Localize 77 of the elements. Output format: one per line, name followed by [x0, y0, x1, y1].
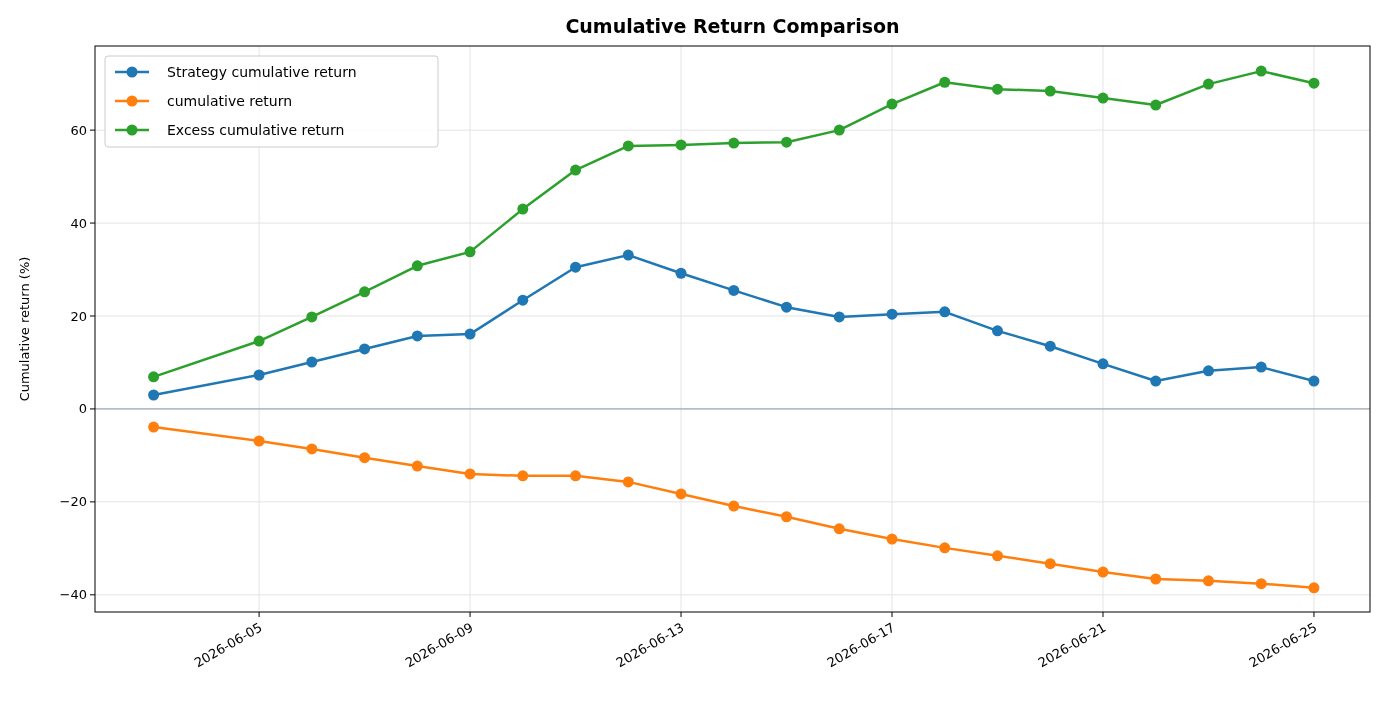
point — [1044, 85, 1056, 97]
point — [517, 470, 529, 482]
y-tick-label: 60 — [70, 122, 87, 138]
point — [992, 83, 1003, 95]
point — [939, 306, 951, 318]
point — [622, 140, 634, 152]
point — [886, 98, 898, 110]
point — [1097, 92, 1109, 104]
point — [1202, 365, 1214, 377]
point — [306, 311, 318, 323]
point — [728, 500, 740, 512]
point — [359, 343, 371, 355]
point — [886, 308, 898, 320]
point — [1150, 375, 1162, 387]
point — [517, 294, 529, 306]
point — [253, 369, 265, 381]
y-tick-label: 0 — [78, 401, 87, 417]
point — [1150, 99, 1162, 111]
point — [1308, 582, 1320, 594]
point — [1202, 575, 1214, 587]
point — [833, 523, 845, 535]
point — [1255, 578, 1267, 590]
point — [411, 330, 423, 342]
point — [359, 452, 371, 464]
point — [939, 542, 951, 554]
legend-label: cumulative return — [167, 92, 293, 109]
point — [306, 356, 318, 368]
point — [992, 325, 1003, 337]
y-tick-label: −20 — [59, 494, 87, 510]
point — [359, 286, 371, 298]
point — [148, 371, 160, 383]
point — [1150, 573, 1162, 585]
point — [411, 260, 423, 272]
y-tick-label: 40 — [70, 215, 87, 231]
point — [886, 533, 898, 545]
point — [148, 421, 160, 433]
point — [464, 246, 476, 258]
point — [728, 137, 740, 149]
point — [622, 476, 634, 488]
point — [253, 435, 265, 447]
point — [675, 139, 687, 151]
point — [622, 249, 634, 261]
point — [675, 488, 687, 500]
point — [570, 164, 582, 176]
point — [833, 124, 845, 136]
point — [1255, 361, 1267, 373]
point — [675, 267, 687, 279]
point — [833, 311, 845, 323]
point — [464, 468, 476, 480]
point — [939, 76, 951, 88]
point — [728, 284, 740, 296]
point — [570, 261, 582, 273]
y-tick-label: 20 — [70, 308, 87, 324]
point — [1044, 340, 1056, 352]
point — [517, 203, 529, 215]
point — [1044, 558, 1056, 570]
point — [306, 443, 318, 455]
point — [781, 511, 793, 523]
y-tick-label: −40 — [59, 587, 87, 603]
legend-label: Excess cumulative return — [167, 121, 345, 138]
point — [1097, 358, 1109, 370]
point — [1202, 78, 1214, 90]
point — [253, 335, 265, 347]
point — [1308, 77, 1320, 89]
legend-label: Strategy cumulative return — [167, 63, 357, 80]
point — [148, 389, 160, 401]
point — [992, 550, 1003, 562]
y-axis-title: Cumulative return (%) — [17, 256, 32, 402]
point — [570, 470, 582, 482]
chart-title: Cumulative Return Comparison — [565, 15, 900, 37]
point — [464, 328, 476, 340]
point — [411, 460, 423, 472]
point — [781, 136, 793, 148]
point — [781, 301, 793, 313]
point — [1097, 566, 1109, 578]
point — [1255, 65, 1267, 77]
point — [1308, 375, 1320, 387]
